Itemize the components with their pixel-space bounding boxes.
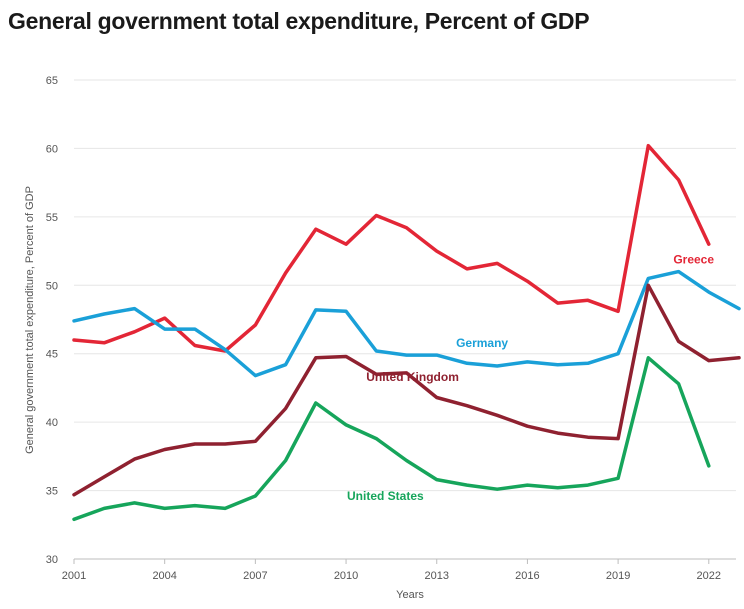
x-tick-label-2013: 2013 <box>424 570 448 582</box>
y-tick-label-35: 35 <box>46 486 58 498</box>
y-tick-label-50: 50 <box>46 280 58 292</box>
series-labels: Greece Germany United Kingdom United States <box>347 252 714 503</box>
y-tick-label-30: 30 <box>46 554 58 566</box>
x-tick-label-2004: 2004 <box>152 570 176 582</box>
chart-title: General government total expenditure, Pe… <box>8 8 590 34</box>
series-label-united-states: United States <box>347 489 424 503</box>
x-tick-label-2019: 2019 <box>606 570 630 582</box>
x-tick-label-2016: 2016 <box>515 570 539 582</box>
x-tick-label-2007: 2007 <box>243 570 267 582</box>
x-tick-label-2001: 2001 <box>62 570 86 582</box>
y-tick-label-55: 55 <box>46 212 58 224</box>
y-tick-label-65: 65 <box>46 75 58 87</box>
series-line-germany <box>72 269 741 378</box>
y-tick-label-40: 40 <box>46 417 58 429</box>
x-tick-label-2022: 2022 <box>697 570 721 582</box>
x-axis-ticks: 2001 2004 2007 2010 2013 2016 2019 2022 <box>62 559 721 582</box>
y-tick-label-45: 45 <box>46 349 58 361</box>
series-label-united-kingdom: United Kingdom <box>366 370 459 384</box>
series-label-germany: Germany <box>456 336 508 350</box>
y-axis-label: General government total expenditure, Pe… <box>24 186 36 454</box>
gridlines <box>74 79 736 560</box>
series-label-greece: Greece <box>673 252 714 266</box>
x-tick-label-2010: 2010 <box>334 570 358 582</box>
x-axis-label: Years <box>396 589 424 601</box>
y-tick-label-60: 60 <box>46 143 58 155</box>
series-lines <box>72 143 741 522</box>
series-line-united-states <box>72 356 711 522</box>
series-line-greece <box>72 143 711 353</box>
series-line-united-kingdom <box>72 283 741 497</box>
y-axis-ticks: 30 35 40 45 50 55 60 65 <box>46 75 58 566</box>
